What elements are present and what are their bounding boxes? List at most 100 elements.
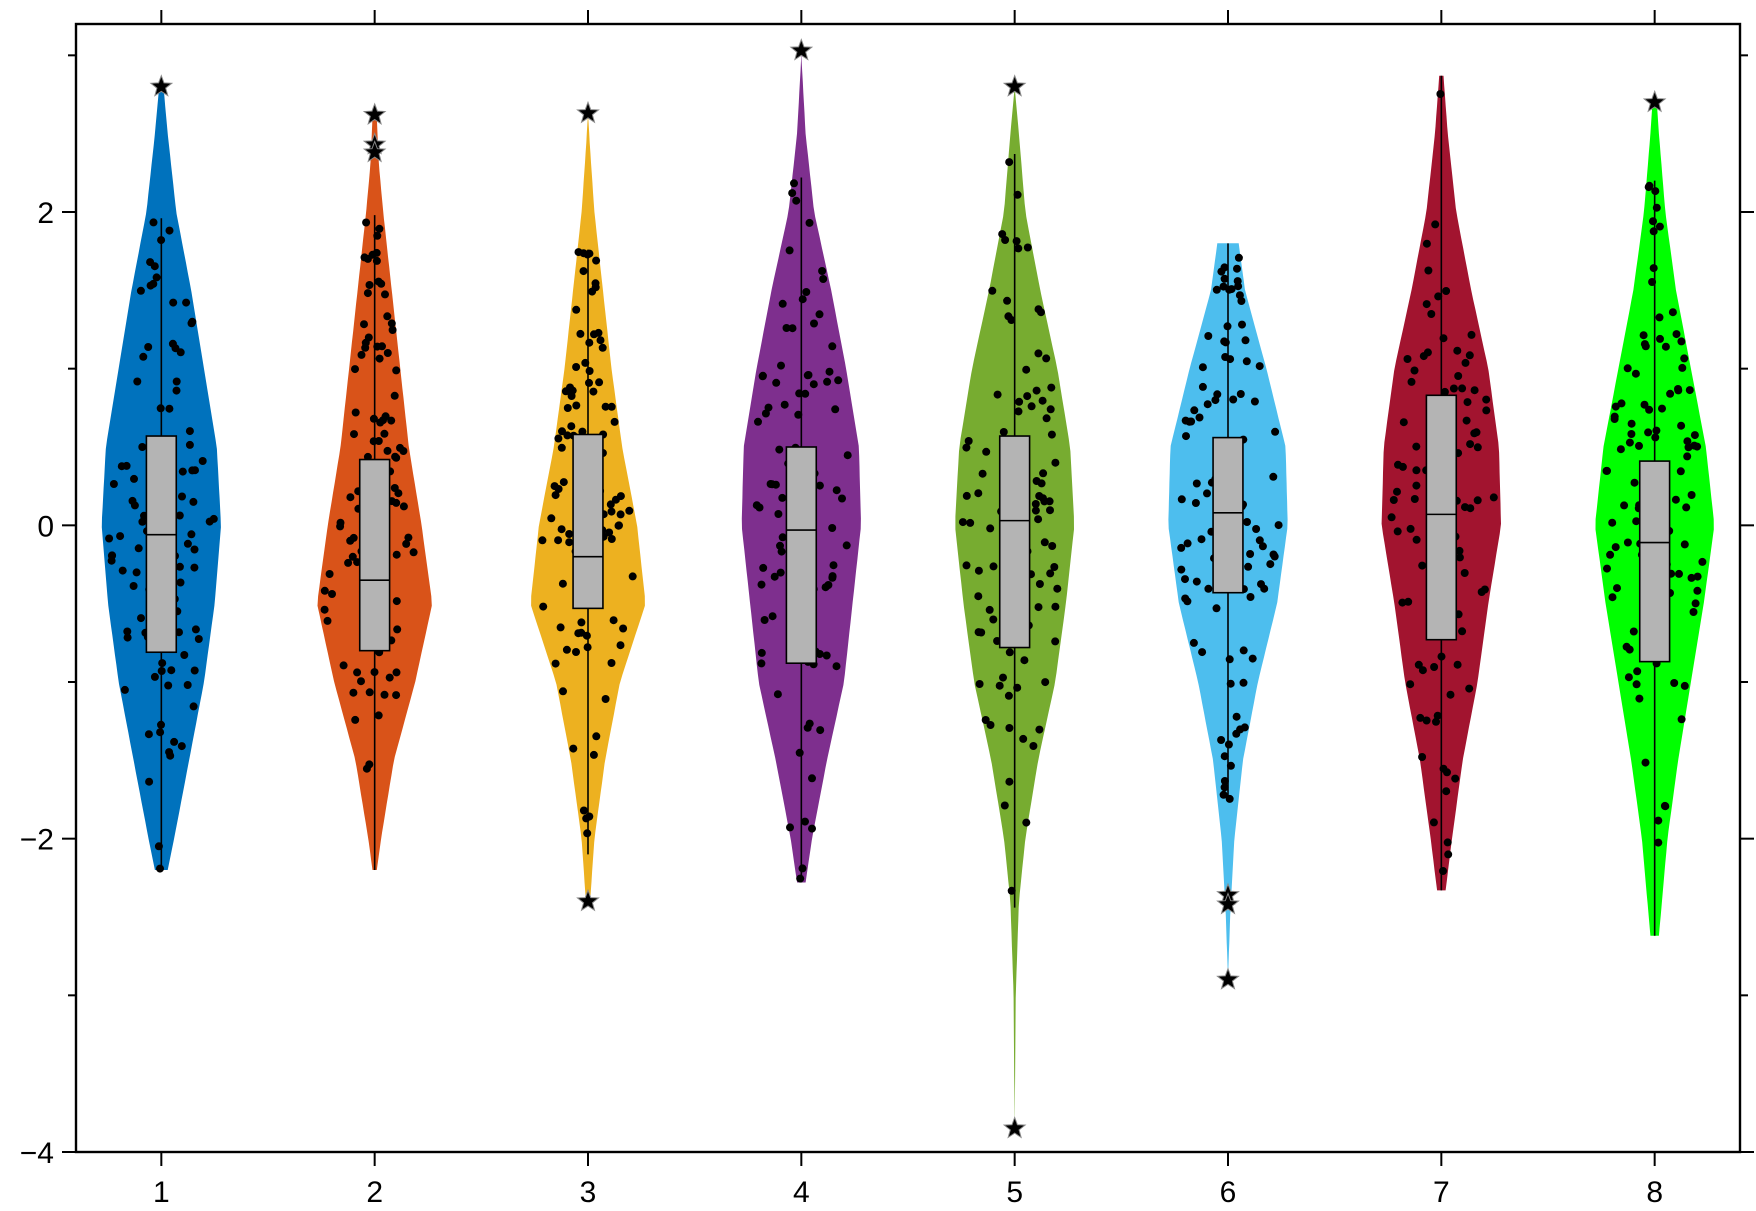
- jitter-point: [1461, 358, 1470, 367]
- jitter-point: [349, 688, 358, 697]
- jitter-point: [1183, 539, 1192, 548]
- jitter-point: [764, 403, 773, 412]
- jitter-point: [1053, 584, 1062, 593]
- jitter-point: [357, 677, 365, 686]
- jitter-point: [1232, 729, 1241, 738]
- jitter-point: [165, 404, 174, 413]
- jitter-point: [778, 299, 787, 308]
- jitter-point: [595, 378, 604, 387]
- jitter-point: [966, 518, 975, 527]
- jitter-point: [1224, 740, 1233, 749]
- jitter-point: [1204, 332, 1213, 340]
- jitter-point: [365, 688, 374, 697]
- jitter-point: [774, 510, 783, 518]
- jitter-point: [351, 408, 360, 417]
- jitter-point: [1399, 418, 1408, 427]
- jitter-point: [1645, 405, 1654, 414]
- jitter-point: [1693, 586, 1702, 595]
- jitter-point: [838, 494, 846, 503]
- jitter-point: [790, 179, 798, 188]
- jitter-point: [565, 538, 574, 547]
- jitter-point: [1191, 499, 1200, 507]
- jitter-point: [796, 874, 805, 883]
- jitter-point: [1627, 419, 1636, 428]
- jitter-point: [1672, 330, 1681, 339]
- jitter-point: [165, 226, 174, 235]
- jitter-point: [1001, 236, 1010, 244]
- jitter-point: [964, 437, 973, 445]
- jitter-point: [592, 256, 601, 265]
- jitter-point: [392, 691, 401, 700]
- outlier-star: [362, 102, 387, 125]
- jitter-point: [383, 349, 392, 357]
- jitter-point: [995, 681, 1004, 690]
- jitter-point: [981, 716, 990, 724]
- jitter-point: [1463, 398, 1472, 407]
- jitter-point: [132, 568, 141, 577]
- jitter-point: [567, 422, 576, 431]
- jitter-point: [559, 478, 568, 487]
- x-tick-label: 3: [580, 1176, 597, 1209]
- jitter-point: [1467, 330, 1476, 339]
- jitter-point: [1252, 525, 1261, 533]
- jitter-point: [1611, 543, 1620, 552]
- jitter-point: [175, 562, 184, 571]
- outlier-star: [362, 140, 387, 163]
- jitter-point: [1668, 308, 1677, 317]
- jitter-point: [757, 659, 766, 668]
- jitter-point: [1683, 437, 1692, 446]
- jitter-point: [589, 387, 598, 396]
- jitter-point: [794, 410, 803, 419]
- jitter-point: [1610, 412, 1619, 421]
- jitter-point: [780, 400, 789, 409]
- jitter-point: [185, 440, 194, 449]
- jitter-point: [1203, 400, 1212, 409]
- jitter-point: [1266, 560, 1275, 569]
- jitter-point: [1394, 460, 1402, 469]
- jitter-point: [1422, 300, 1431, 309]
- jitter-point: [1461, 503, 1469, 512]
- box-3: [572, 433, 604, 610]
- outlier-star: [1002, 1116, 1027, 1139]
- jitter-point: [1632, 517, 1641, 526]
- jitter-point: [105, 534, 114, 543]
- jitter-point: [1690, 431, 1699, 440]
- jitter-point: [819, 275, 828, 283]
- jitter-point: [565, 530, 574, 538]
- jitter-point: [1480, 585, 1489, 594]
- jitter-point: [1656, 334, 1664, 343]
- jitter-point: [1430, 663, 1439, 671]
- jitter-point: [562, 645, 571, 654]
- jitter-point: [585, 367, 594, 375]
- jitter-point: [576, 329, 585, 338]
- jitter-point: [578, 427, 587, 436]
- jitter-point: [190, 545, 199, 554]
- jitter-point: [1649, 264, 1658, 273]
- jitter-point: [387, 416, 396, 425]
- jitter-point: [392, 453, 401, 462]
- jitter-point: [1034, 349, 1043, 358]
- jitter-point: [782, 324, 791, 332]
- jitter-point: [205, 517, 214, 526]
- y-tick-label: −2: [20, 824, 54, 857]
- jitter-point: [1387, 513, 1396, 522]
- jitter-point: [409, 548, 418, 557]
- jitter-point: [363, 254, 372, 263]
- jitter-point: [1422, 716, 1431, 725]
- jitter-point: [998, 230, 1007, 239]
- jitter-point: [348, 552, 357, 561]
- jitter-point: [1189, 638, 1198, 647]
- jitter-point: [798, 864, 807, 873]
- jitter-point: [177, 742, 186, 751]
- jitter-point: [566, 383, 574, 392]
- jitter-point: [572, 648, 580, 656]
- x-tick-label: 6: [1220, 1176, 1237, 1209]
- jitter-point: [1220, 337, 1229, 346]
- jitter-point: [1181, 575, 1189, 584]
- jitter-point: [1226, 761, 1235, 770]
- jitter-point: [1042, 354, 1051, 363]
- jitter-point: [1678, 363, 1687, 372]
- jitter-point: [999, 428, 1008, 436]
- jitter-point: [803, 723, 812, 732]
- jitter-point: [585, 338, 594, 347]
